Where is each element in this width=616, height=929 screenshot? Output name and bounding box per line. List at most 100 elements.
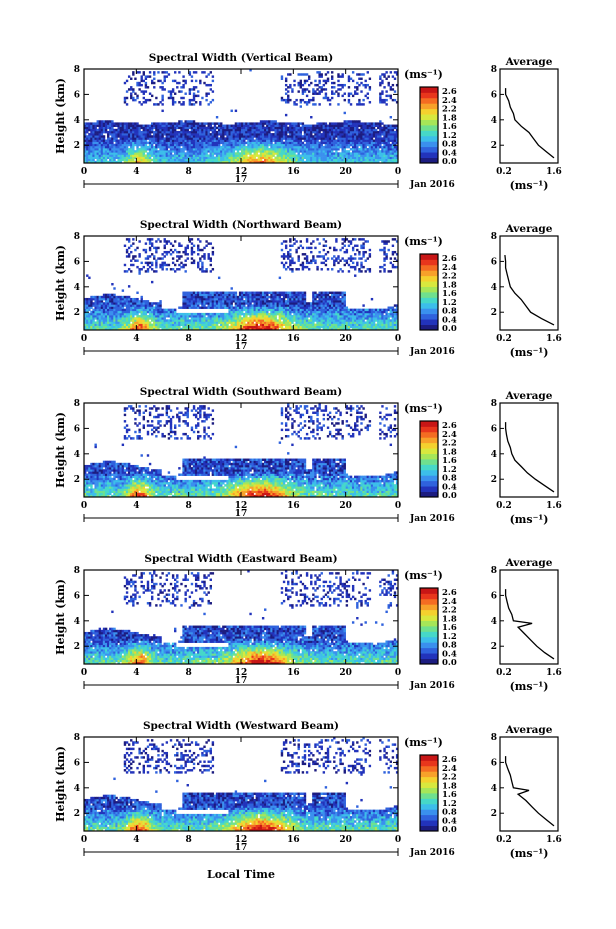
heatmap-cell	[146, 306, 150, 309]
heatmap-cell	[123, 323, 127, 327]
heatmap-cell	[132, 137, 135, 140]
heatmap-cell	[282, 321, 286, 324]
heatmap-cell	[217, 141, 221, 145]
heatmap-cell	[297, 150, 300, 153]
heatmap-cell	[284, 113, 288, 117]
heatmap-cell	[188, 321, 192, 324]
heatmap-cell	[153, 270, 156, 273]
heatmap-cell	[163, 130, 166, 134]
heatmap-cell	[299, 141, 302, 145]
heatmap-cell	[220, 152, 223, 155]
heatmap-cell	[230, 128, 233, 132]
heatmap-cell	[362, 141, 365, 145]
heatmap-cell	[138, 317, 141, 320]
heatmap-cell	[123, 152, 127, 155]
heatmap-cell	[322, 135, 326, 138]
heatmap-cell	[238, 126, 242, 130]
heatmap-cell	[201, 302, 204, 305]
heatmap-cell	[171, 325, 175, 329]
heatmap-cell	[203, 295, 206, 299]
heatmap-cell	[310, 116, 313, 119]
heatmap-cell	[230, 308, 233, 312]
heatmap-cell	[117, 158, 120, 162]
heatmap-cell	[203, 255, 206, 258]
avg-x-tick-label: 0.2	[496, 167, 512, 177]
heatmap-cell	[247, 137, 250, 140]
heatmap-cell	[115, 141, 118, 145]
heatmap-cell	[117, 154, 120, 157]
heatmap-cell	[366, 143, 369, 147]
heatmap-cell	[222, 158, 225, 162]
heatmap-cell	[287, 310, 290, 314]
heatmap-cell	[284, 156, 288, 160]
heatmap-cell	[278, 126, 282, 130]
heatmap-cell	[98, 304, 102, 307]
heatmap-cell	[111, 133, 114, 136]
heatmap-cell	[127, 321, 131, 324]
heatmap-cell	[182, 160, 185, 164]
heatmap-cell	[259, 308, 263, 312]
heatmap-cell	[123, 327, 127, 331]
heatmap-cell	[278, 306, 282, 309]
heatmap-cell	[134, 302, 137, 305]
heatmap-cell	[370, 139, 374, 142]
heatmap-cell	[234, 293, 238, 297]
heatmap-cell	[90, 130, 93, 134]
heatmap-cell	[123, 300, 127, 303]
heatmap-cell	[356, 92, 359, 95]
heatmap-cell	[301, 158, 305, 162]
heatmap-cell	[362, 137, 365, 140]
heatmap-cell	[383, 98, 386, 102]
heatmap-cell	[278, 295, 282, 299]
heatmap-cell	[104, 323, 108, 327]
heatmap-cell	[161, 81, 164, 85]
heatmap-cell	[205, 160, 208, 164]
heatmap-cell	[322, 158, 326, 162]
heatmap-cell	[247, 128, 250, 132]
heatmap-cell	[123, 150, 127, 153]
heatmap-cell	[287, 295, 290, 299]
heatmap-cell	[102, 135, 106, 138]
heatmap-cell	[174, 248, 177, 252]
heatmap-cell	[209, 312, 212, 316]
heatmap-cell	[236, 321, 240, 324]
heatmap-cell	[188, 306, 192, 309]
heatmap-cell	[96, 128, 99, 132]
heatmap-cell	[318, 160, 321, 164]
heatmap-cell	[134, 124, 137, 127]
heatmap-cell	[169, 152, 173, 155]
heatmap-cell	[88, 323, 91, 327]
heatmap-cell	[362, 143, 365, 147]
heatmap-cell	[92, 133, 95, 136]
heatmap-cell	[125, 255, 129, 258]
heatmap-cell	[220, 321, 223, 324]
heatmap-cell	[134, 304, 137, 307]
heatmap-cell	[387, 154, 390, 157]
heatmap-cell	[339, 133, 342, 136]
heatmap-cell	[374, 156, 378, 160]
heatmap-cell	[232, 315, 236, 318]
heatmap-cell	[280, 145, 284, 149]
heatmap-cell	[94, 321, 97, 324]
heatmap-cell	[307, 148, 311, 151]
heatmap-cell	[253, 126, 256, 130]
heatmap-cell	[379, 83, 382, 87]
heatmap-cell	[278, 160, 282, 164]
heatmap-cell	[113, 156, 116, 160]
heatmap-cell	[136, 310, 139, 314]
heatmap-cell	[107, 154, 110, 157]
heatmap-cell	[379, 120, 382, 123]
heatmap-cell	[90, 126, 93, 130]
heatmap-cell	[284, 317, 288, 320]
heatmap-cell	[389, 145, 393, 149]
heatmap-cell	[230, 143, 233, 147]
heatmap-cell	[303, 81, 307, 85]
heatmap-cell	[381, 152, 384, 155]
heatmap-cell	[222, 327, 225, 331]
heatmap-cell	[264, 325, 267, 329]
heatmap-cell	[318, 86, 321, 89]
heatmap-cell	[150, 308, 154, 312]
heatmap-cell	[247, 323, 250, 327]
x-tick-label: 0	[81, 167, 87, 177]
heatmap-cell	[243, 135, 246, 138]
